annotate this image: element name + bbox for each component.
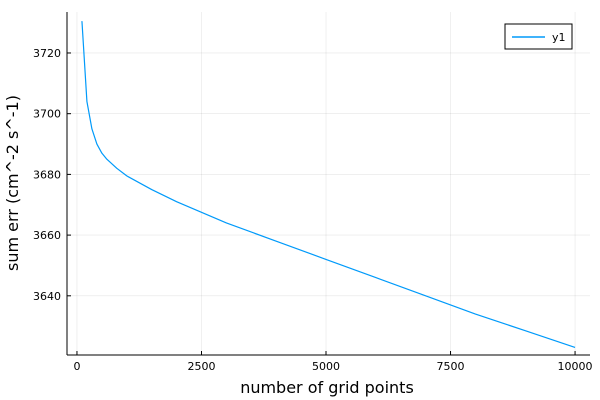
x-tick-label: 7500 bbox=[437, 360, 465, 373]
y-tick-label: 3660 bbox=[33, 229, 61, 242]
legend-series-label: y1 bbox=[552, 31, 566, 44]
x-axis-title: number of grid points bbox=[240, 378, 414, 397]
series-lines bbox=[81, 21, 576, 348]
legend: y1 bbox=[504, 23, 573, 50]
x-tick-label: 2500 bbox=[187, 360, 215, 373]
axes bbox=[66, 12, 590, 356]
y-tick-label: 3680 bbox=[33, 168, 61, 181]
y-tick-label: 3700 bbox=[33, 108, 61, 121]
tick-marks-and-labels: 0 2500 5000 7500 10000 3640 3660 3680 3700 3720 bbox=[33, 47, 593, 373]
grid-lines bbox=[67, 12, 590, 355]
x-tick-label: 5000 bbox=[312, 360, 340, 373]
x-tick-label: 0 bbox=[73, 360, 80, 373]
series-line-y1 bbox=[81, 21, 576, 348]
y-axis-title: sum err (cm^-2 s^-1) bbox=[3, 95, 22, 271]
x-tick-label: 10000 bbox=[558, 360, 593, 373]
y-tick-label: 3640 bbox=[33, 290, 61, 303]
y-tick-label: 3720 bbox=[33, 47, 61, 60]
